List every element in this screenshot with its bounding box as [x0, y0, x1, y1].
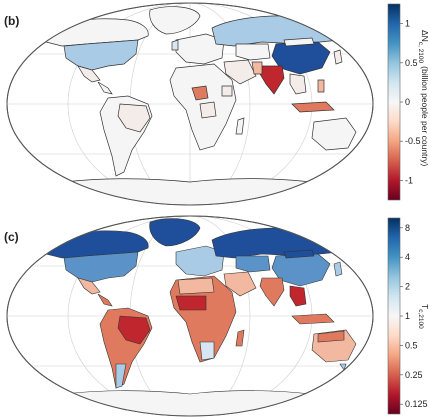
china-b: [271, 41, 331, 75]
greenland-b: [149, 6, 201, 35]
panel-b: (b): [4, 2, 430, 206]
ethiopia-b: [221, 85, 233, 97]
colorbar-c-tick-label-5: 0.25: [405, 370, 423, 380]
tasmania-c: [339, 363, 347, 371]
australia-north-c: [317, 330, 345, 343]
colorbar-b-tick-label-2: 0: [405, 97, 410, 107]
colorbar-c-tick-label-2: 2: [405, 282, 410, 292]
sahara-c: [177, 277, 215, 295]
west-africa-c: [175, 295, 207, 311]
middle-east-c: [223, 271, 257, 297]
central-america-c: [97, 293, 113, 307]
brazil-c: [117, 315, 151, 345]
nigeria-b: [191, 85, 209, 101]
indonesia-b: [291, 101, 335, 113]
madagascar-b: [235, 117, 245, 135]
colorbar-b: 1 0.5 0 -0.5 -1 ΔNc, 2100(billion people per…: [387, 3, 430, 201]
colorbar-c-tick-label-4: 0.5: [405, 340, 418, 350]
japan-c: [333, 261, 343, 277]
patagonia-c: [115, 363, 127, 389]
pakistan-b: [251, 61, 263, 75]
japan-b: [333, 49, 343, 65]
se-asia-b: [289, 73, 307, 95]
indonesia-c: [291, 313, 335, 325]
panel-b-label: (b): [4, 14, 20, 28]
panel-c-map: [6, 215, 374, 417]
countries-c: [25, 218, 357, 416]
mongolia-c: [283, 249, 315, 259]
europe-b: [175, 33, 225, 65]
china-c: [271, 253, 331, 287]
australia-b: [311, 117, 357, 151]
central-asia-c: [235, 255, 271, 273]
colorbar-b-tick-label-3: -0.5: [405, 136, 421, 146]
countries-b: [25, 6, 357, 205]
south-africa-c: [199, 341, 215, 361]
mexico-b: [77, 65, 101, 83]
colorbar-b-tick-label-0: 1: [405, 19, 410, 29]
colorbar-c-tick-label-3: 1: [405, 311, 410, 321]
mongolia-b: [283, 37, 315, 47]
congo-b: [199, 101, 217, 119]
colorbar-b-bar: [387, 3, 401, 201]
panel-c: (c): [0, 214, 430, 420]
panel-b-map: [6, 2, 374, 206]
central-america-b: [97, 81, 113, 95]
philippines-b: [317, 79, 325, 93]
india-c: [259, 277, 285, 307]
colorbar-c-tick-label-1: 4: [405, 252, 410, 262]
usa-b: [63, 39, 139, 71]
brazil-b: [117, 103, 151, 133]
colorbar-b-tick-label-4: -1: [405, 175, 413, 185]
colorbar-c-title: Tc,2100: [417, 304, 430, 329]
usa-c: [63, 251, 139, 283]
europe-c: [175, 245, 225, 277]
madagascar-c: [235, 329, 245, 347]
se-asia-c: [289, 285, 307, 307]
greenland-c: [149, 218, 201, 247]
uk-b: [171, 39, 179, 51]
panel-c-label: (c): [4, 230, 19, 244]
middle-east-b: [223, 59, 257, 85]
colorbar-c-bar: [387, 217, 401, 415]
colorbar-c-tick-label-0: 8: [405, 223, 410, 233]
colorbar-b-title: ΔNc, 2100(billion people per country): [417, 30, 430, 166]
colorbar-c: 8 4 2 1 0.5 0.25 0.125 Tc,2100: [387, 217, 430, 415]
central-asia-b: [235, 43, 271, 61]
colorbar-b-tick-label-1: 0.5: [405, 58, 418, 68]
colorbar-c-tick-label-6: 0.125: [405, 399, 428, 409]
mexico-c: [77, 277, 101, 295]
